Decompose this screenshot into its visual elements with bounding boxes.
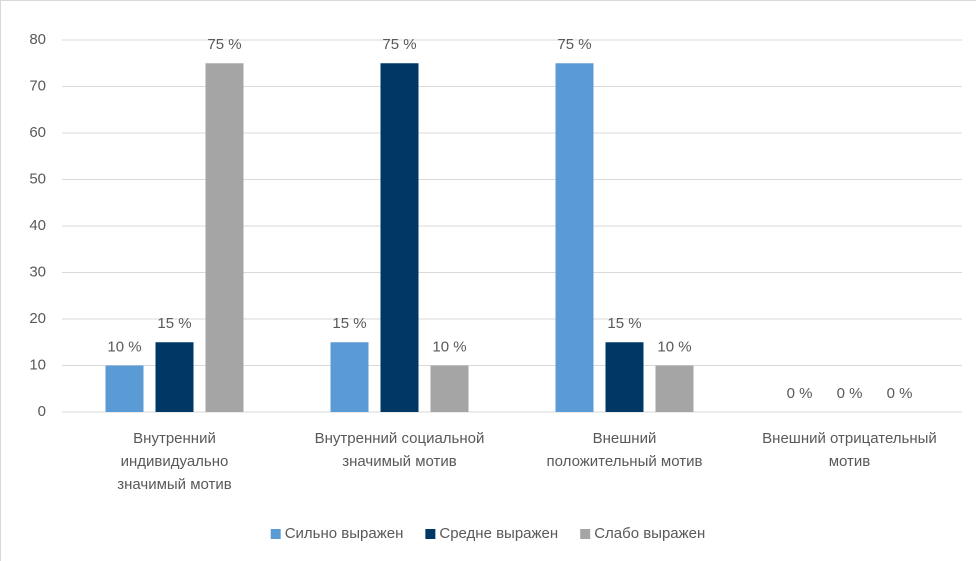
bar [155, 342, 194, 412]
data-label: 0 % [887, 385, 913, 402]
bar [205, 63, 244, 412]
x-tick-label: Внутренний социальной значимый мотив [315, 430, 485, 470]
bar [330, 342, 369, 412]
data-label: 15 % [607, 315, 641, 332]
legend-swatch [270, 529, 281, 539]
data-label: 10 % [432, 338, 466, 355]
y-tick-label: 10 [29, 356, 46, 373]
x-tick-label: Внешний отрицательный мотив [762, 430, 937, 470]
y-tick-label: 80 [29, 31, 46, 48]
data-label: 10 % [107, 338, 141, 355]
data-label: 10 % [657, 338, 691, 355]
data-label: 75 % [382, 36, 416, 53]
y-tick-label: 70 [29, 77, 46, 94]
legend-swatch [580, 529, 591, 539]
bar [105, 365, 144, 412]
legend-label: Сильно выражен [285, 525, 404, 542]
data-label: 75 % [557, 36, 591, 53]
y-tick-label: 50 [29, 170, 46, 187]
legend-label: Слабо выражен [594, 525, 705, 542]
y-tick-label: 30 [29, 263, 46, 280]
y-tick-label: 20 [29, 310, 46, 327]
x-tick-label: Внешний положительный мотив [547, 430, 703, 470]
bar [605, 342, 644, 412]
y-tick-label: 40 [29, 217, 46, 234]
legend-label: Средне выражен [439, 525, 558, 542]
y-tick-label: 60 [29, 124, 46, 141]
data-label: 15 % [157, 315, 191, 332]
bar [655, 365, 694, 412]
data-label: 0 % [787, 385, 813, 402]
y-tick-label: 0 [38, 403, 46, 420]
data-label: 15 % [332, 315, 366, 332]
bar [380, 63, 419, 412]
x-tick-label: Внутренний индивидуально значимый мотив [117, 430, 232, 493]
legend-swatch [425, 529, 436, 539]
data-label: 75 % [207, 36, 241, 53]
bar [555, 63, 594, 412]
bar [430, 365, 469, 412]
data-label: 0 % [837, 385, 863, 402]
